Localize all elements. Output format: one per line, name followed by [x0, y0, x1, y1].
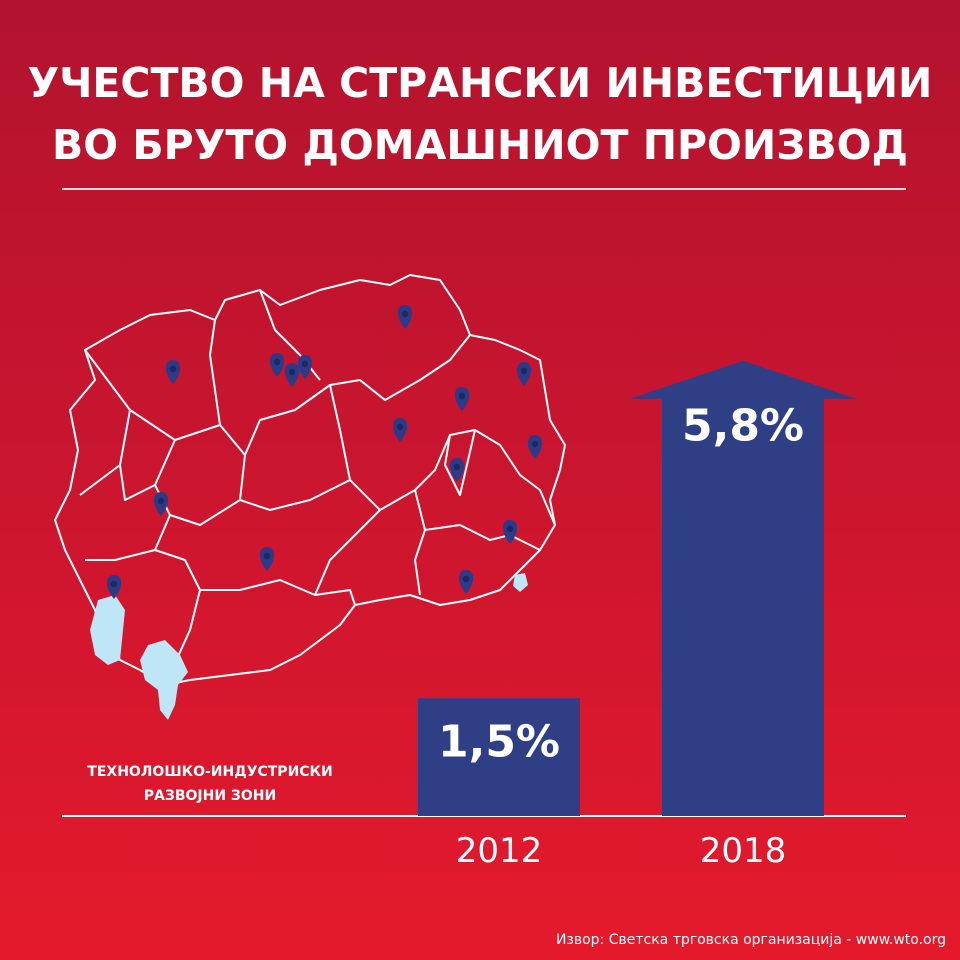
data-label-2012: 1,5% — [438, 716, 560, 767]
region-border — [119, 464, 156, 501]
location-pin-dot — [453, 463, 461, 471]
regions-map — [54, 274, 566, 720]
page-title: УЧЕСТВО НА СТРАНСКИ ИНВЕСТИЦИИ ВО БРУТО … — [0, 52, 960, 176]
location-pin-dot — [301, 360, 309, 368]
location-pin-dot — [531, 440, 539, 448]
lake-dojran — [513, 573, 528, 592]
zone-markers — [106, 305, 543, 599]
bar-2018 — [630, 360, 856, 816]
region-border — [444, 429, 476, 496]
region-border — [314, 509, 381, 596]
map-legend-line-2: РАЗВОЈНИ ЗОНИ — [143, 788, 277, 804]
region-border — [414, 489, 426, 596]
location-pin-dot — [169, 365, 177, 373]
category-label-2012: 2012 — [456, 831, 543, 871]
source-note: Извор: Светска трговска организација - w… — [555, 932, 946, 948]
region-border — [209, 319, 221, 426]
region-border — [129, 334, 471, 456]
title-divider — [62, 188, 906, 190]
location-pin-dot — [506, 525, 514, 533]
location-pin-dot — [110, 580, 118, 588]
location-pin-dot — [401, 310, 409, 318]
location-pin-dot — [273, 358, 281, 366]
map-legend-line-1: ТЕХНОЛОШКО-ИНДУСТРИСКИ — [87, 764, 333, 780]
location-pin-dot — [288, 368, 296, 376]
region-border — [154, 439, 246, 526]
region-border — [79, 349, 131, 496]
region-border — [329, 384, 556, 526]
region-border — [200, 579, 356, 606]
lake-prespa — [140, 640, 188, 720]
region-border — [424, 524, 541, 551]
title-line-1: УЧЕСТВО НА СТРАНСКИ ИНВЕСТИЦИИ — [27, 59, 933, 107]
data-label-2018: 5,8% — [682, 401, 804, 452]
location-pin-dot — [157, 497, 165, 505]
location-pin-dot — [263, 552, 271, 560]
location-pin-dot — [462, 575, 470, 583]
title-line-2: ВО БРУТО ДОМАШНИОТ ПРОИЗВОД — [52, 121, 908, 169]
region-border — [154, 514, 171, 551]
category-label-2018: 2018 — [700, 831, 787, 871]
lake-ohrid — [90, 595, 125, 665]
location-pin-dot — [458, 392, 466, 400]
location-pin-dot — [396, 423, 404, 431]
location-pin-dot — [520, 367, 528, 375]
bar-2012 — [418, 698, 580, 816]
map-legend: ТЕХНОЛОШКО-ИНДУСТРИСКИ РАЗВОЈНИ ЗОНИ — [40, 760, 380, 808]
region-border — [239, 479, 351, 511]
region-border — [85, 549, 201, 686]
